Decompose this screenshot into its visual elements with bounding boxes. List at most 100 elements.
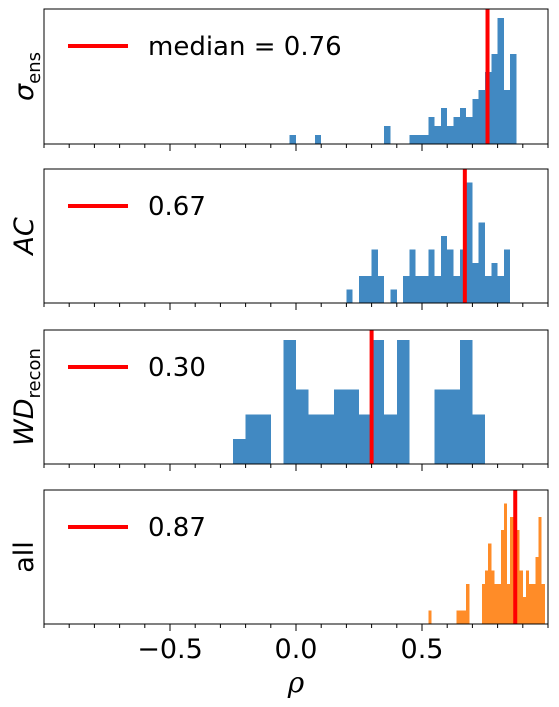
histogram-bar	[440, 108, 448, 144]
histogram-bar	[365, 276, 372, 303]
histogram-bar	[415, 135, 422, 144]
x-tick-label: 0.0	[275, 634, 318, 665]
histogram-bar	[384, 414, 397, 464]
histogram-bar	[371, 339, 385, 464]
histogram-bar	[359, 276, 366, 303]
histogram-bar	[422, 135, 429, 144]
legend-label: 0.87	[148, 513, 206, 543]
panel-4: 0.87 all	[9, 489, 549, 631]
histogram-bar	[428, 117, 435, 144]
legend-label: median = 0.76	[148, 32, 342, 62]
histogram-bar	[390, 289, 397, 303]
histogram-bar	[503, 90, 511, 144]
histogram-bar	[321, 414, 334, 464]
legend-label: 0.30	[148, 353, 206, 383]
histogram-bar	[485, 276, 492, 303]
histogram-bar	[491, 54, 498, 144]
histogram-bar	[434, 276, 441, 303]
histogram-bar	[466, 182, 473, 303]
histogram-bar	[466, 583, 470, 624]
y-axis-label: σens	[9, 52, 45, 101]
histogram-bar	[459, 108, 467, 144]
histogram-bar	[503, 503, 508, 624]
histogram-bar	[478, 222, 485, 303]
histogram-bar	[456, 610, 460, 624]
histogram-bar	[377, 276, 385, 303]
histogram-bar	[503, 249, 511, 303]
histogram-bar	[434, 126, 441, 144]
legend-label: 0.67	[148, 192, 206, 222]
histogram-bar	[296, 389, 309, 464]
histogram-bar	[447, 249, 454, 303]
histogram-bar	[485, 570, 489, 624]
histogram-bar	[510, 54, 517, 144]
histogram-bar	[510, 516, 514, 624]
histogram-bar	[491, 570, 495, 624]
histogram-bar	[453, 276, 460, 303]
histogram-bar	[453, 117, 460, 144]
histogram-bar	[409, 135, 416, 144]
histogram-bar	[403, 276, 410, 303]
panel-3: 0.30 WDrecon	[9, 329, 549, 471]
histogram-bar	[459, 610, 463, 624]
histogram-bar	[233, 439, 246, 464]
histogram-bar	[447, 389, 460, 464]
histogram-bar	[314, 135, 322, 144]
x-tick-label: 0.5	[401, 634, 444, 665]
histogram-bar	[497, 276, 504, 303]
histogram-bar	[289, 135, 296, 144]
y-axis-label: WDrecon	[9, 348, 45, 446]
x-tick-label: −0.5	[137, 634, 203, 665]
histogram-bar	[447, 126, 454, 144]
histogram-bar	[500, 530, 504, 624]
histogram-bar	[409, 249, 416, 303]
x-axis-label: ρ	[287, 666, 305, 699]
histogram-bar	[415, 276, 422, 303]
histogram-bar	[541, 583, 545, 624]
histogram-bar	[532, 583, 536, 624]
histogram-bar	[333, 389, 347, 464]
histogram-bar	[472, 414, 485, 464]
y-axis-label: AC	[9, 217, 40, 256]
histogram-bar	[283, 339, 296, 464]
histogram-bar	[481, 583, 485, 624]
histogram-bar	[472, 99, 479, 144]
histogram-bar	[308, 414, 322, 464]
histogram-bar	[491, 262, 498, 303]
histogram-bar	[459, 339, 473, 464]
histogram-bar	[258, 414, 271, 464]
histogram-bar	[428, 610, 432, 624]
histogram-bar	[507, 583, 511, 624]
histogram-bar	[245, 414, 259, 464]
histogram-bar	[396, 339, 410, 464]
histogram-bar	[488, 543, 492, 624]
histogram-bar	[494, 583, 498, 624]
y-axis-label: all	[9, 541, 40, 573]
histogram-bar	[371, 249, 378, 303]
histogram-bar	[346, 389, 359, 464]
histogram-bar	[535, 557, 539, 624]
histogram-bar	[466, 117, 473, 144]
histogram-bar	[462, 610, 467, 624]
histogram-bar	[519, 570, 523, 624]
panel-2: 0.67 AC	[9, 168, 549, 310]
histogram-bar	[497, 583, 501, 624]
histogram-bar	[516, 530, 520, 624]
histogram-bar	[522, 597, 526, 624]
panel-1: median = 0.76 σens	[9, 8, 549, 151]
histogram-bar	[497, 18, 504, 144]
histogram-bar	[422, 276, 429, 303]
histogram-bar	[428, 249, 435, 303]
axes-frame	[43, 489, 549, 625]
histogram-bar	[478, 90, 485, 144]
histogram-bar	[434, 389, 448, 464]
histogram-bar	[529, 583, 533, 624]
histogram-bar	[384, 126, 391, 144]
histogram-bar	[359, 414, 372, 464]
histogram-bar	[472, 262, 479, 303]
histogram-bar	[538, 516, 542, 624]
histogram-bar	[440, 236, 448, 303]
histogram-bar	[346, 289, 353, 303]
histogram-bar	[525, 570, 530, 624]
